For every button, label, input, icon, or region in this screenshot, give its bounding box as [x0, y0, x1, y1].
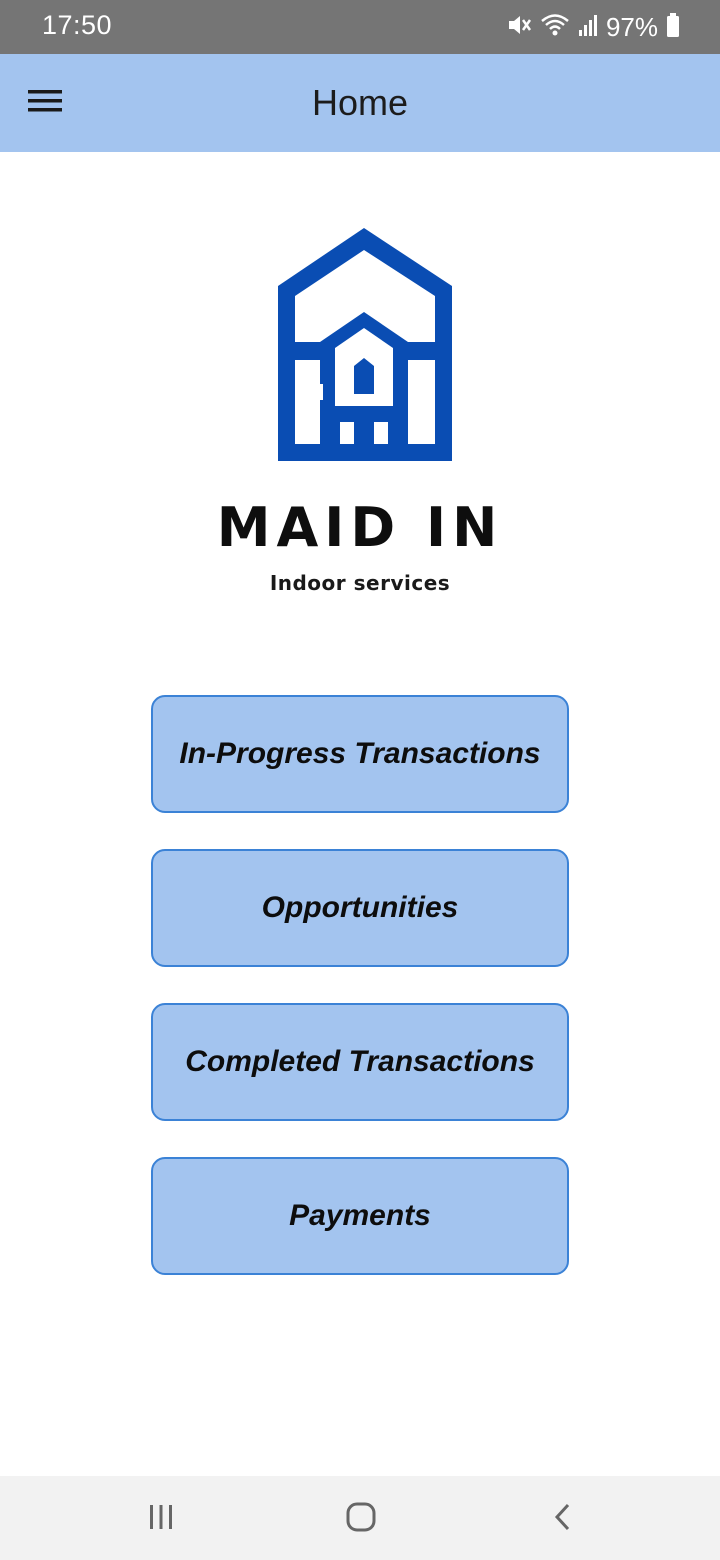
back-icon — [548, 1502, 578, 1537]
home-icon — [345, 1501, 377, 1538]
status-bar: 17:50 — [0, 0, 720, 54]
system-nav-bar — [0, 1476, 720, 1560]
battery-icon — [666, 12, 680, 43]
wifi-icon — [540, 12, 570, 43]
completed-transactions-button[interactable]: Completed Transactions — [151, 1003, 569, 1121]
back-button[interactable] — [538, 1494, 588, 1544]
status-icons: 97% — [506, 10, 680, 44]
home-nav-button[interactable] — [336, 1494, 386, 1544]
menu-button[interactable] — [18, 78, 72, 128]
recent-apps-button[interactable] — [136, 1494, 186, 1544]
hamburger-menu-icon — [27, 88, 63, 119]
battery-percent: 97% — [605, 11, 658, 42]
payments-button[interactable]: Payments — [151, 1157, 569, 1275]
in-progress-transactions-button[interactable]: In-Progress Transactions — [151, 695, 569, 813]
mute-icon — [506, 12, 532, 43]
home-menu: In-Progress Transactions Opportunities C… — [151, 695, 569, 1311]
opportunities-button[interactable]: Opportunities — [151, 849, 569, 967]
app-bar: Home — [0, 54, 720, 152]
brand-name: MAID IN — [216, 496, 504, 559]
signal-icon — [578, 12, 598, 43]
page-title: Home — [311, 82, 409, 123]
status-time: 17:50 — [42, 10, 113, 40]
logo-image — [268, 224, 462, 468]
brand-tagline: Indoor services — [269, 571, 451, 595]
recent-apps-icon — [146, 1502, 176, 1537]
